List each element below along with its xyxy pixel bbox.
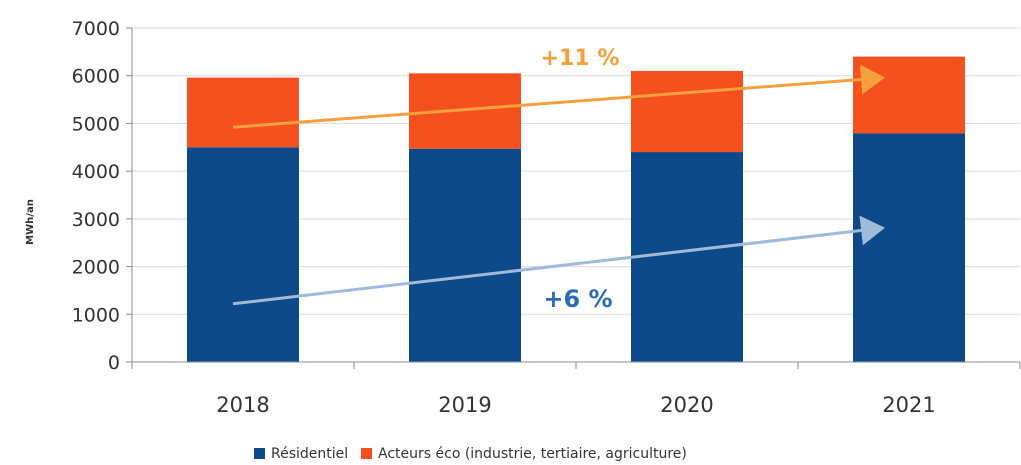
- y-tick-label: 2000: [72, 257, 120, 279]
- x-tick-label: 2020: [660, 393, 713, 417]
- y-tick-label: 0: [108, 352, 120, 374]
- y-tick-label: 6000: [72, 66, 120, 88]
- legend-swatch-acteurs-eco: [361, 448, 372, 459]
- bar-residentiel-2019: [409, 148, 521, 362]
- x-tick-label: 2018: [216, 393, 269, 417]
- legend-label-acteurs-eco: Acteurs éco (industrie, tertiaire, agric…: [378, 446, 687, 462]
- bar-acteurs-eco-2020: [631, 70, 743, 153]
- x-axis-ticks: 2018 2019 2020 2021: [131, 362, 1021, 417]
- y-tick-label: 1000: [72, 304, 120, 326]
- bar-acteurs-eco-2021: [853, 56, 965, 134]
- trend-arrow-residentiel: [232, 215, 885, 306]
- growth-label-residentiel: +6 %: [543, 285, 612, 313]
- legend: Résidentiel Acteurs éco (industrie, tert…: [254, 446, 687, 462]
- x-tick-label: 2021: [882, 393, 935, 417]
- y-tick-label: 5000: [72, 113, 120, 135]
- legend-swatch-residentiel: [254, 448, 265, 459]
- y-axis-label: MWh/an: [25, 199, 36, 245]
- bar-residentiel-2021: [853, 133, 965, 362]
- bar-residentiel-2018: [187, 147, 299, 362]
- x-tick-label: 2019: [438, 393, 491, 417]
- y-tick-label: 7000: [72, 18, 120, 40]
- y-axis-ticks: 0 1000 2000 3000 4000 5000 6000 7000: [72, 18, 132, 374]
- growth-label-acteurs-eco: +11 %: [541, 46, 620, 71]
- y-tick-label: 3000: [72, 209, 120, 231]
- annotations: +11 % +6 %: [232, 46, 885, 313]
- bar-acteurs-eco-2018: [187, 77, 299, 148]
- bar-residentiel-2020: [631, 152, 743, 362]
- y-tick-label: 4000: [72, 161, 120, 183]
- trend-arrow-acteurs-eco: [232, 64, 885, 129]
- legend-label-residentiel: Résidentiel: [271, 446, 348, 462]
